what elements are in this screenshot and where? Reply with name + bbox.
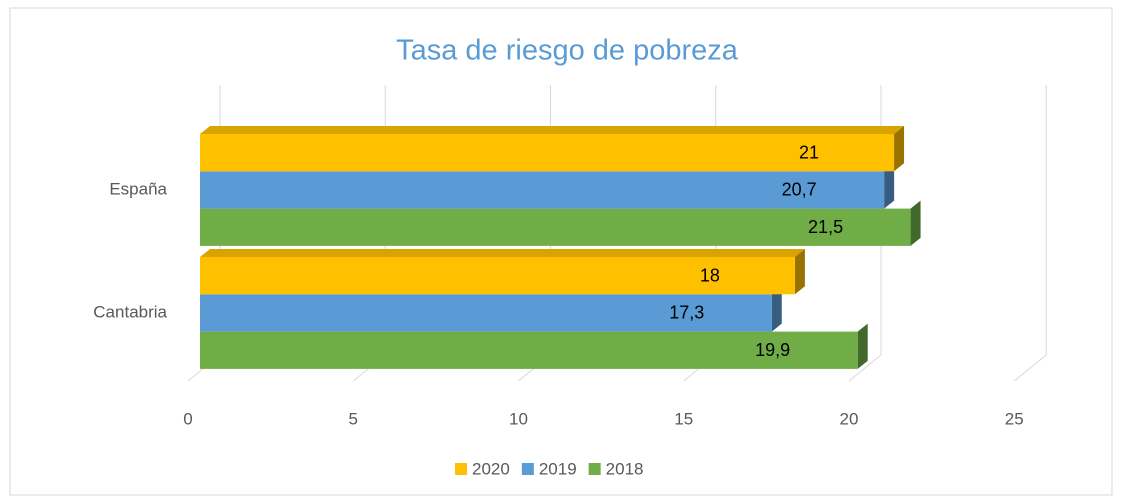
bar-side <box>794 249 805 295</box>
bar-side <box>884 163 895 209</box>
legend-swatch <box>588 463 601 475</box>
data-label: 19,9 <box>755 340 790 360</box>
bar <box>200 171 885 209</box>
data-label: 20,7 <box>782 180 817 200</box>
grid-floor-line <box>1013 354 1047 382</box>
grid-floor-line <box>848 354 882 382</box>
data-label: 21 <box>799 142 819 162</box>
bar <box>200 257 795 295</box>
x-tick-label: 15 <box>674 409 693 428</box>
bar-top <box>200 126 905 134</box>
legend-label: 2019 <box>539 459 577 478</box>
bar-side <box>894 126 905 172</box>
chart-title: Tasa de riesgo de pobreza <box>396 35 739 67</box>
x-tick-label: 5 <box>349 409 358 428</box>
bar <box>200 208 911 246</box>
x-tick-label: 20 <box>840 409 859 428</box>
legend-label: 2020 <box>472 459 510 478</box>
bar-side <box>771 286 782 332</box>
legend-swatch <box>455 463 467 475</box>
x-tick-label: 10 <box>509 409 528 428</box>
bar-top <box>200 249 805 257</box>
y-tick-label: Cantabria <box>93 302 167 321</box>
bar-side <box>857 323 868 369</box>
bar-side <box>910 200 921 246</box>
data-label: 21,5 <box>808 217 843 237</box>
legend-label: 2018 <box>606 459 644 478</box>
y-tick-label: España <box>109 179 167 198</box>
x-tick-label: 0 <box>183 409 192 428</box>
bar <box>200 134 895 172</box>
x-tick-label: 25 <box>1005 409 1024 428</box>
bar <box>200 294 772 332</box>
data-label: 17,3 <box>669 303 704 323</box>
bar <box>200 331 858 369</box>
data-label: 18 <box>700 265 720 285</box>
legend-swatch <box>521 463 534 475</box>
